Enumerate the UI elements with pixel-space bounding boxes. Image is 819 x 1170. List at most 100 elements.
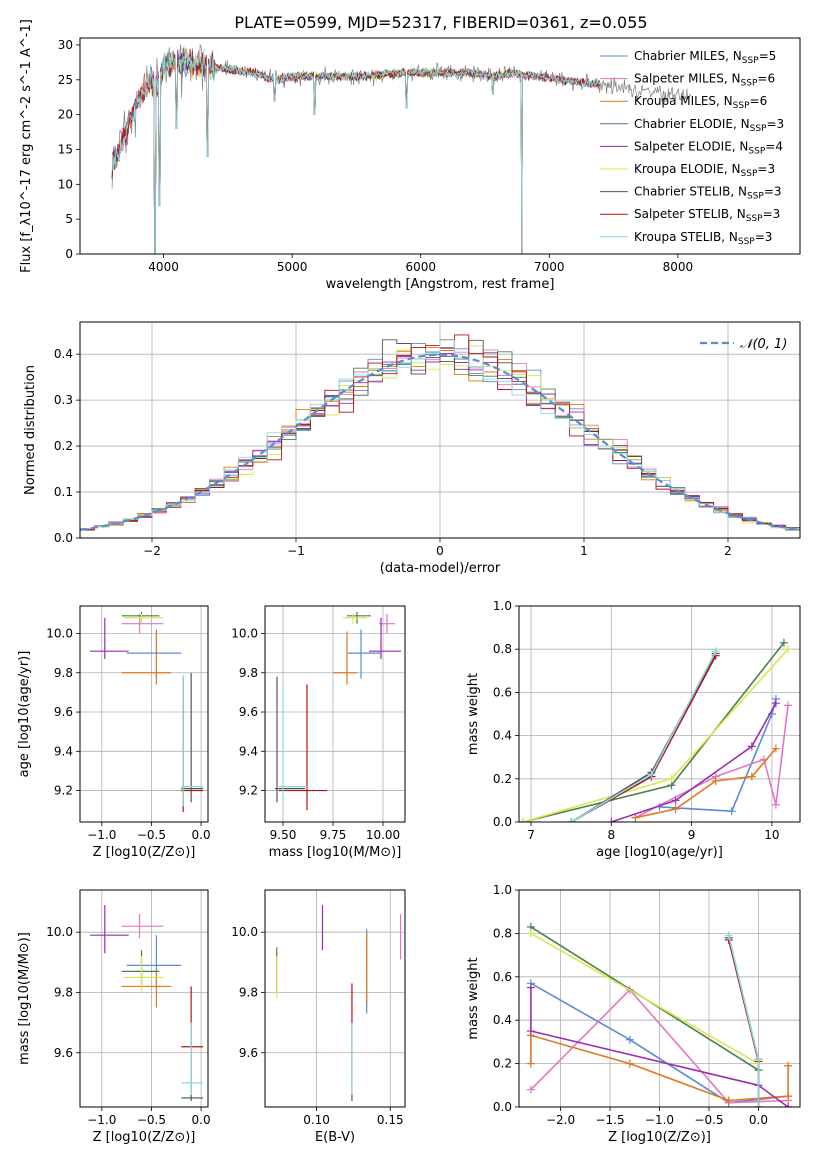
y-tick-label: 0.6 [493,685,512,699]
x-tick-label: 7000 [534,260,565,274]
x-tick-label: 0.0 [749,1113,768,1127]
plot-area [276,905,402,1101]
y-axis-label: age [log10(age/yr)] [17,651,32,778]
panel-residuals: −2 −1 0 1 2 0.0 0.1 0.2 0.3 0.4 (data-model)/error… [23,321,801,576]
legend-sub: SSP [748,146,765,156]
panel-spectrum: 4000 5000 6000 7000 8000 0 5 10 15 20 25 30 waveleng… [19,19,801,292]
figure-title: PLATE=0599, MJD=52317, FIBERID=0361, z=0… [234,13,647,32]
plot-area [275,611,401,811]
x-tick-label: −1.0 [87,1113,116,1127]
x-tick-label: −0.5 [694,1113,723,1127]
panel-cum-weight-vs-Z: −2.0 −1.5 −1.0 −0.5 0.0 0.0 0.2 0.4 0.6 0.8 1.0 Z [… [466,883,801,1145]
panel-age-vs-mass: 9.50 9.75 10.00 9.2 9.4 9.6 9.8 10.0 mass [log10… [231,605,406,860]
x-tick-label: 0.0 [192,828,211,842]
legend-sub: SSP [742,56,759,66]
weight-line-salpeter-elodie [530,987,789,1107]
x-tick-label: −1.0 [645,1113,674,1127]
weight-line-kroupa-elodie [530,932,759,1065]
weight-marker [727,807,736,816]
x-tick-label: 6000 [405,260,436,274]
weight-marker [724,931,733,940]
weight-marker [747,772,756,781]
y-axis-label: mass weight [466,673,481,755]
x-tick-label: −2.0 [546,1113,575,1127]
weight-line-chabrier-elodie [522,642,785,822]
weight-marker [526,1085,535,1094]
y-tick-label: 9.8 [239,666,258,680]
legend-label: Salpeter STELIB, NSSP=3 [634,207,780,224]
x-tick-label: 10.00 [366,828,400,842]
legend-sub: SSP [741,79,758,89]
weight-marker [783,645,792,654]
y-tick-label: 9.8 [54,666,73,680]
y-tick-label: 0.2 [493,1057,512,1071]
y-tick-label: 0.2 [54,439,73,453]
weight-marker [783,701,792,710]
y-tick-label: 0.6 [493,970,512,984]
x-tick-label: 9.50 [270,828,297,842]
weight-marker [526,983,535,992]
plot-area [111,44,692,254]
spectrum-model-line [111,48,601,254]
axes-frame [264,889,406,1108]
plot-area [526,922,793,1107]
axes-frame [264,605,406,823]
y-tick-label: 0.2 [493,772,512,786]
spectrum-model-line [111,52,601,254]
y-tick-label: 9.6 [239,705,258,719]
y-tick-label: 9.2 [54,784,73,798]
weight-marker [526,929,535,938]
y-tick-label: 10.0 [46,626,73,640]
y-tick-label: 10.0 [231,925,258,939]
axes-frame [79,37,801,255]
x-tick-label: 0.15 [377,1113,404,1127]
y-tick-label: 10 [58,177,73,191]
weight-marker [526,1059,535,1068]
axes-frame [518,889,801,1108]
legend-count: =6 [750,94,768,108]
y-tick-label: 9.4 [239,744,258,758]
x-axis-label: Z [log10(Z/Z⊙)] [93,845,196,860]
residual-hist-kroupa-stelib [80,339,800,530]
y-tick-label: 9.6 [239,1046,258,1060]
legend-count: =4 [765,139,783,153]
legend-sub: SSP [750,124,767,134]
panel-cum-weight-vs-age: 7 8 9 10 0.0 0.2 0.4 0.6 0.8 1.0 age [log10(age/yr… [466,599,801,860]
legend-sub: SSP [738,237,755,247]
y-tick-label: 9.8 [239,985,258,999]
y-tick-label: 0.8 [493,926,512,940]
y-tick-label: 0.0 [493,815,512,829]
x-tick-label: −0.5 [137,1113,166,1127]
y-tick-label: 25 [58,73,73,87]
spectrum-model-line [111,53,601,254]
residual-hist-chabrier-stelib [80,339,800,530]
x-axis-label: mass [log10(M/M⊙)] [269,845,402,860]
y-tick-label: 1.0 [493,883,512,897]
x-tick-label: 8000 [663,260,694,274]
y-tick-label: 30 [58,38,73,52]
x-tick-label: −1.5 [595,1113,624,1127]
weight-marker [747,742,756,751]
x-axis-label: age [log10(age/yr)] [596,845,723,860]
weight-marker [631,813,640,822]
y-axis-label: Flux [f_λ10^-17 erg cm^-2 s^-1 A^-1] [19,19,34,273]
x-tick-label: 0.0 [192,1113,211,1127]
weight-marker [771,699,780,708]
y-tick-label: 9.6 [54,1046,73,1060]
legend-label: Chabrier ELODIE, NSSP=3 [634,117,784,134]
x-axis-label: E(B-V) [315,1130,355,1145]
axes-frame [79,321,801,539]
weight-marker [607,818,616,822]
legend-label: Chabrier STELIB, NSSP=3 [634,185,782,202]
y-tick-label: 15 [58,142,73,156]
x-tick-label: −0.5 [137,828,166,842]
x-tick-label: 0.10 [303,1113,330,1127]
weight-marker [754,1055,763,1064]
weight-marker [784,1103,793,1107]
x-tick-label: 2 [724,544,732,558]
y-tick-label: 1.0 [493,599,512,613]
y-tick-label: 20 [58,108,73,122]
x-tick-label: 0 [436,544,444,558]
weight-marker [771,800,780,809]
